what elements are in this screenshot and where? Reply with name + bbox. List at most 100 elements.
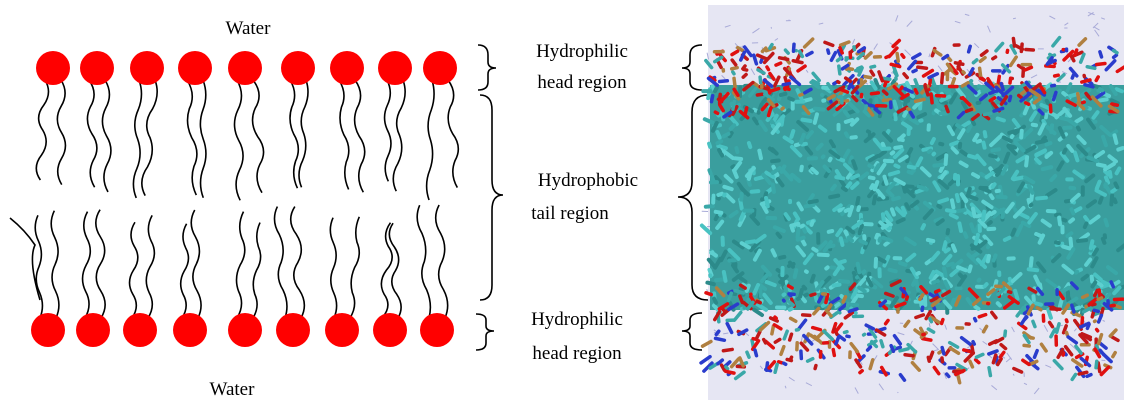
head [178,51,212,85]
region-label: Hydrophobic [538,170,638,191]
lipid-atom [991,212,994,214]
brace [476,314,494,350]
lipid-atom [979,86,988,89]
head [420,313,454,347]
lipid-atom [1066,332,1067,335]
lipid-atom [1002,209,1003,217]
lipid-atom [828,84,831,88]
lipid-atom [1050,322,1053,326]
brace [678,95,708,300]
lipid-atom [815,109,824,110]
tail [290,80,298,188]
lipid-atom [756,177,764,179]
lipid-atom [973,174,978,177]
lipid-atom [829,231,832,232]
lipid-atom [1113,51,1117,53]
lipid-atom [874,196,875,203]
lipid-atom [1051,176,1055,180]
lipid-atom [1070,219,1073,221]
lipid-atom [1056,242,1059,243]
lipid-atom [993,355,995,363]
lipid-atom [858,264,860,272]
lipid-atom [769,108,771,115]
lipid-atom [819,255,828,256]
lipid-atom [795,270,797,277]
lipid-atom [1067,233,1071,236]
lipid-atom [942,348,944,354]
lipid-atom [1117,168,1120,173]
lipid-atom [1029,269,1037,270]
lipid-atom [1025,317,1027,319]
lipid-atom [731,125,735,128]
lipid-atom [736,148,737,152]
lipid-atom [1100,52,1102,57]
lipid-atom [798,238,804,240]
lipid-atom [709,170,710,174]
region-label: head region [537,72,627,93]
lipid-atom [741,285,746,288]
tail [36,80,48,180]
lipid-atom [1103,137,1106,145]
lipid-atom [1097,182,1100,189]
lipid-atom [900,349,908,351]
lipid-atom [860,371,862,373]
tail [274,207,286,318]
lipid-atom [977,215,981,216]
lipid-atom [969,46,971,52]
tail [393,80,405,191]
lipid-atom [1112,104,1118,105]
tail [87,80,96,187]
lipid-atom [1005,238,1009,240]
lipid-atom [846,120,852,122]
lipid-atom [1095,290,1098,295]
lipid-tails [10,80,458,318]
lipid-atom [952,300,954,307]
lipid-atom [714,299,716,303]
lipid-atom [754,110,757,112]
lipid-atom [920,295,923,299]
head [281,51,315,85]
tail [142,80,157,196]
lipid-atom [951,215,957,218]
lipid-atom [775,364,777,372]
lipid-atom [901,87,902,89]
lipid-atom [747,241,755,242]
lipid-heads [31,51,457,347]
lipid-atom [916,281,918,290]
lipid-atom [784,300,785,301]
head [330,51,364,85]
lipid-atom [864,334,865,335]
lipid-atom [992,149,999,150]
head [423,51,457,85]
lipid-atom [975,307,978,309]
lipid-atom [922,225,924,228]
lipid-atom [1072,75,1073,78]
lipid-atom [980,78,983,79]
tail [35,215,42,318]
lipid-atom [718,146,726,148]
lipid-atom [772,160,779,161]
lipid-atom [948,230,949,233]
lipid-atom [1036,159,1040,163]
lipid-atom [846,133,848,136]
water-molecule [1013,18,1016,19]
lipid-atom [942,358,943,362]
lipid-atom [815,366,816,369]
lipid-atom [930,80,931,86]
lipid-atom [1111,282,1113,287]
lipid-atom [1087,67,1095,69]
lipid-atom [1085,85,1093,87]
lipid-atom [895,165,898,166]
lipid-atom [829,305,831,308]
lipid-atom [786,214,789,219]
lipid-atom [1082,80,1090,82]
lipid-atom [890,172,898,174]
lipid-atom [1057,324,1059,332]
lipid-atom [840,281,848,282]
tail [200,80,206,198]
tail [146,215,154,318]
lipid-atom [770,45,772,49]
lipid-atom [1015,291,1017,299]
lipid-atom [876,235,877,238]
lipid-atom [993,57,996,59]
